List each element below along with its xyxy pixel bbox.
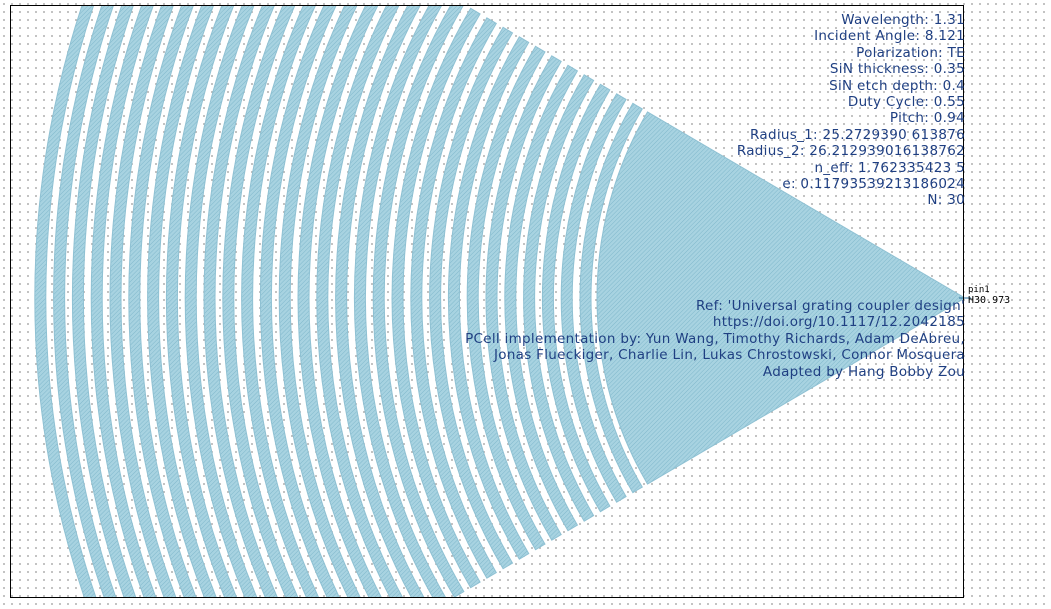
grating-tooth[interactable] (353, 0, 447, 607)
grating-tooth[interactable] (165, 0, 285, 609)
grating-tooth[interactable] (71, 0, 204, 609)
grating-tooth[interactable] (410, 17, 498, 579)
param-polarization: Polarization: TE (856, 44, 965, 61)
grating-tooth[interactable] (128, 0, 253, 609)
pin-value-label: H30.973 (968, 295, 1011, 306)
grating-tooth[interactable] (278, 0, 383, 609)
grating-tooth[interactable] (34, 0, 172, 609)
param-pitch: Pitch: 0.94 (889, 110, 965, 127)
grating-tooth[interactable] (109, 0, 237, 609)
grating-tooth[interactable] (560, 93, 627, 503)
ref-authors-1: PCell implementation by: Yun Wang, Timot… (465, 330, 965, 347)
ref-title: Ref: 'Universal grating coupler design' (695, 298, 965, 314)
grating-tooth[interactable] (147, 0, 270, 609)
grating-tooth[interactable] (447, 36, 530, 560)
param-radius-1: Radius_1: 25.2729390 613876 (750, 126, 965, 143)
param-n-eff: n_eff: 1.762335423 5 (814, 159, 965, 176)
param-e: e: 0.11793539213186024 (782, 176, 965, 193)
taper-region[interactable] (596, 111, 965, 485)
grating-tooth[interactable] (53, 0, 189, 609)
param-sin-thickness: SiN thickness: 0.35 (829, 61, 965, 78)
grating-tooth[interactable] (335, 0, 432, 609)
grating-tooth[interactable] (259, 0, 366, 609)
grating-tooth[interactable] (203, 0, 318, 609)
param-incident-angle: Incident Angle: 8.121 (814, 28, 965, 45)
grating-tooth[interactable] (241, 0, 351, 609)
ref-doi: https://doi.org/10.1117/12.2042185 (712, 314, 965, 331)
grating-tooth[interactable] (466, 45, 546, 551)
grating-tooth[interactable] (316, 0, 415, 609)
grating-tooth[interactable] (579, 102, 643, 494)
ref-authors-2: Jonas Flueckiger, Charlie Lin, Lukas Chr… (493, 347, 965, 364)
grating-tooth[interactable] (222, 0, 334, 609)
grating-tooth[interactable] (504, 64, 579, 532)
ref-adapted: Adapted by Hang Bobby Zou (762, 363, 965, 380)
grating-tooth[interactable] (90, 0, 220, 609)
grating-coupler[interactable] (34, 0, 965, 609)
grating-tooth[interactable] (485, 55, 562, 541)
pin-name-label: pin1 (968, 285, 990, 295)
param-n: N: 30 (927, 192, 965, 209)
reference-text: Ref: 'Universal grating coupler design' … (465, 298, 965, 380)
grating-tooth[interactable] (429, 26, 514, 570)
param-sin-etch-depth: SiN etch depth: 0.4 (829, 77, 965, 94)
grating-tooth[interactable] (184, 0, 301, 609)
parameter-list: Wavelength: 1.31 Incident Angle: 8.121 P… (737, 12, 965, 209)
param-wavelength: Wavelength: 1.31 (841, 12, 965, 28)
grating-tooth[interactable] (541, 83, 611, 513)
grating-tooth[interactable] (391, 7, 481, 589)
param-radius-2: Radius_2: 26.212939016138762 (736, 143, 965, 160)
grating-tooth[interactable] (523, 74, 595, 522)
grating-tooth[interactable] (297, 0, 399, 609)
param-duty-cycle: Duty Cycle: 0.55 (847, 94, 965, 111)
